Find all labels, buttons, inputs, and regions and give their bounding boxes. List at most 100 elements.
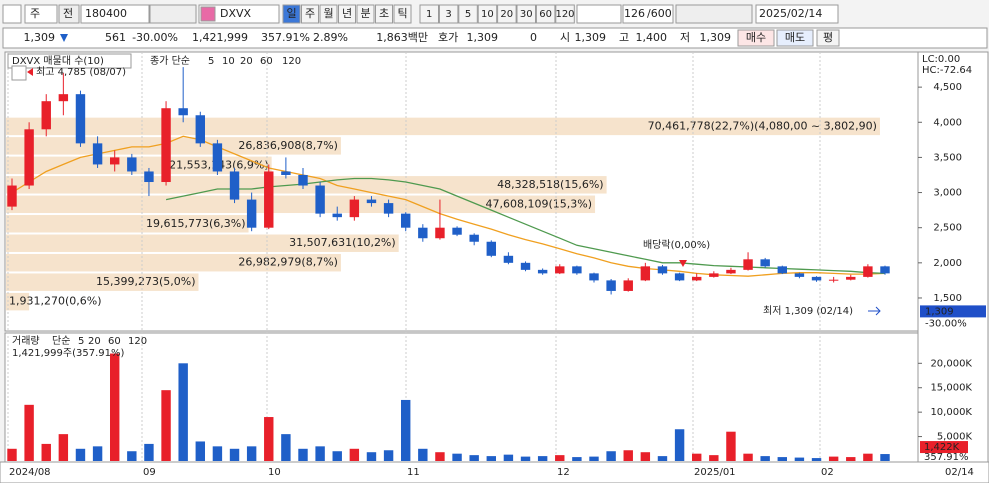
period-button[interactable] xyxy=(282,4,301,24)
eval[interactable]: 평 xyxy=(823,31,833,44)
sell-button[interactable] xyxy=(776,29,814,47)
volume-bar xyxy=(383,450,394,461)
last-price: 1,309 xyxy=(925,306,954,317)
volume-bar xyxy=(674,429,685,461)
period[interactable]: 일 xyxy=(286,6,296,20)
y-tick-label: 1,500 xyxy=(933,293,962,304)
count-input[interactable] xyxy=(622,4,674,24)
period-button[interactable] xyxy=(393,4,412,24)
interval-button[interactable] xyxy=(555,4,575,24)
candle-body xyxy=(144,171,154,183)
candle-body xyxy=(606,280,616,291)
ma-legend: 60 xyxy=(108,336,121,347)
candle-body xyxy=(298,174,308,186)
y-tick-label: 20,000K xyxy=(930,358,972,369)
volume-bar xyxy=(127,451,137,461)
volume-bar xyxy=(572,457,582,461)
candle-body xyxy=(726,269,736,274)
last-volume-box xyxy=(920,441,968,454)
volume-info: 1,421,999주(357.91%) xyxy=(12,348,124,359)
volume-bar xyxy=(229,448,240,461)
interval[interactable]: 10 xyxy=(481,9,494,20)
interval[interactable]: 1 xyxy=(426,9,432,20)
candle-body xyxy=(743,259,753,270)
ma-legend: 120 xyxy=(128,336,147,347)
volume-bar xyxy=(212,446,223,461)
eval-button[interactable] xyxy=(816,29,840,47)
period[interactable]: 분 xyxy=(360,7,370,20)
volume-bar xyxy=(75,448,86,461)
volume-bar xyxy=(195,441,206,461)
select[interactable] xyxy=(576,4,622,24)
date-input[interactable] xyxy=(755,4,839,24)
last-price-box xyxy=(920,305,986,318)
buy-button[interactable] xyxy=(737,29,775,47)
lc-label: LC:0.00 xyxy=(922,54,960,65)
interval-button[interactable] xyxy=(458,4,478,24)
profile-label: 15,399,273(5,0%) xyxy=(96,275,196,288)
interval-button[interactable] xyxy=(497,4,517,24)
interval-button[interactable] xyxy=(535,4,556,24)
buy[interactable]: 매수 xyxy=(746,31,766,44)
moving-average xyxy=(165,177,886,275)
date-label: 02/14 xyxy=(945,467,974,478)
period[interactable]: 년 xyxy=(342,7,352,20)
market-select[interactable] xyxy=(24,4,58,24)
tool-icons[interactable] xyxy=(675,4,753,24)
icon-button[interactable] xyxy=(149,4,197,24)
volume-bar xyxy=(109,353,120,461)
candle-body xyxy=(246,199,257,228)
candle-body xyxy=(589,273,599,281)
period[interactable]: 초 xyxy=(379,7,389,20)
interval-button[interactable] xyxy=(419,4,439,24)
ex-dividend-arrow xyxy=(679,260,687,267)
interval[interactable]: 3 xyxy=(445,9,451,20)
period[interactable]: 월 xyxy=(323,7,333,20)
volume-bar xyxy=(726,431,736,461)
interval-button[interactable] xyxy=(477,4,498,24)
period-button[interactable] xyxy=(319,4,338,24)
period[interactable]: 주 xyxy=(305,7,315,20)
profile-label: 47,608,109(15,3%) xyxy=(486,197,593,210)
y-tick-label: 2,500 xyxy=(933,223,962,234)
volume-bar xyxy=(846,457,856,461)
volume-profile-band xyxy=(6,195,596,214)
quote-volume-rate: 357.91% xyxy=(261,31,310,44)
candle-body xyxy=(400,213,411,228)
volume-profile-band xyxy=(6,234,399,252)
candle-body xyxy=(880,266,890,274)
volume-bar xyxy=(264,417,274,461)
prev-button[interactable] xyxy=(58,4,80,24)
interval[interactable]: 30 xyxy=(520,9,533,20)
period-button[interactable] xyxy=(301,4,319,24)
volume-bar xyxy=(58,434,69,461)
interval[interactable]: 120 xyxy=(555,9,574,20)
interval[interactable]: 5 xyxy=(465,9,471,20)
interval-button[interactable] xyxy=(516,4,536,24)
period[interactable]: 틱 xyxy=(397,7,407,20)
icon-button[interactable] xyxy=(2,4,22,24)
name-input[interactable] xyxy=(198,4,280,24)
volume-profile-band xyxy=(6,137,341,155)
candle-body xyxy=(709,273,719,277)
interval-button[interactable] xyxy=(438,4,459,24)
quote-price: 1,309 xyxy=(24,31,56,44)
period-button[interactable] xyxy=(375,4,393,24)
sell[interactable]: 매도 xyxy=(785,31,805,44)
volume-bar xyxy=(246,446,257,461)
quote-turnover: 2.89% xyxy=(313,31,348,44)
code-input[interactable] xyxy=(80,4,150,24)
candle-body xyxy=(195,115,206,144)
period-button[interactable] xyxy=(356,4,375,24)
volume-bar xyxy=(7,448,17,461)
period-button[interactable] xyxy=(338,4,356,24)
candle-body xyxy=(366,199,377,204)
interval[interactable]: 20 xyxy=(500,9,513,20)
stock-code: 180400 xyxy=(85,7,127,20)
candle-body xyxy=(281,171,291,175)
candle-body xyxy=(332,213,342,218)
candle-body xyxy=(127,157,137,172)
interval[interactable]: 60 xyxy=(539,9,552,20)
quote-rate: -30.00% xyxy=(132,31,178,44)
